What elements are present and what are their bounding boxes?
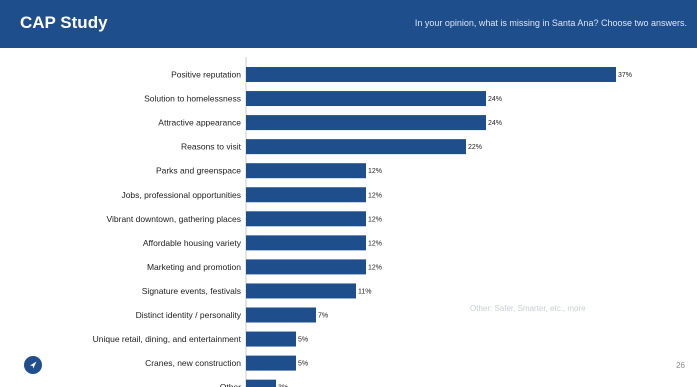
faded-note: Other: Safer, Smarter, etc., more (470, 304, 586, 313)
category-label: Marketing and promotion (147, 262, 241, 272)
data-label: 12% (368, 240, 382, 247)
bar (246, 211, 366, 227)
data-label: 5% (298, 337, 308, 344)
bar (246, 187, 366, 203)
bar (246, 307, 316, 323)
bar-chart: Positive reputation 37% Solution to homele… (93, 57, 632, 387)
data-label: 5% (298, 361, 308, 368)
data-label: 3% (278, 385, 288, 387)
bar (246, 379, 276, 387)
category-label: Jobs, professional opportunities (121, 190, 241, 200)
category-label: Parks and greenspace (156, 166, 241, 176)
data-label: 12% (368, 264, 382, 271)
data-label: 24% (488, 120, 502, 127)
category-label: Attractive appearance (158, 118, 241, 128)
category-label: Unique retail, dining, and entertainment (93, 334, 242, 344)
navigation-arrow-icon (24, 356, 42, 374)
bar (246, 259, 366, 275)
bar (246, 235, 366, 251)
bar (246, 283, 356, 299)
data-label: 24% (488, 96, 502, 103)
page-title: CAP Study (20, 13, 108, 32)
bar (246, 331, 296, 347)
category-label: Vibrant downtown, gathering places (106, 214, 241, 224)
page-number: 26 (676, 361, 685, 370)
data-label: 12% (368, 216, 382, 223)
category-label: Signature events, festivals (142, 286, 241, 296)
data-label: 12% (368, 168, 382, 175)
bar (246, 355, 296, 371)
data-label: 12% (368, 192, 382, 199)
data-label: 7% (318, 313, 328, 320)
bar (246, 67, 616, 82)
category-label: Reasons to visit (181, 142, 242, 152)
category-label: Other (220, 382, 241, 387)
data-label: 11% (358, 288, 372, 295)
category-label: Affordable housing variety (143, 238, 242, 248)
category-label: Distinct identity / personality (136, 310, 242, 320)
category-label: Solution to homelessness (144, 94, 241, 104)
bar (246, 139, 466, 155)
survey-question: In your opinion, what is missing in Sant… (414, 18, 687, 28)
bar (246, 163, 366, 179)
bar (246, 91, 486, 107)
category-label: Cranes, new construction (145, 358, 241, 368)
data-label: 37% (618, 72, 632, 79)
bar (246, 115, 486, 131)
data-label: 22% (468, 144, 482, 151)
category-label: Positive reputation (171, 70, 241, 80)
header-bar: CAP Study In your opinion, what is missi… (0, 0, 697, 48)
